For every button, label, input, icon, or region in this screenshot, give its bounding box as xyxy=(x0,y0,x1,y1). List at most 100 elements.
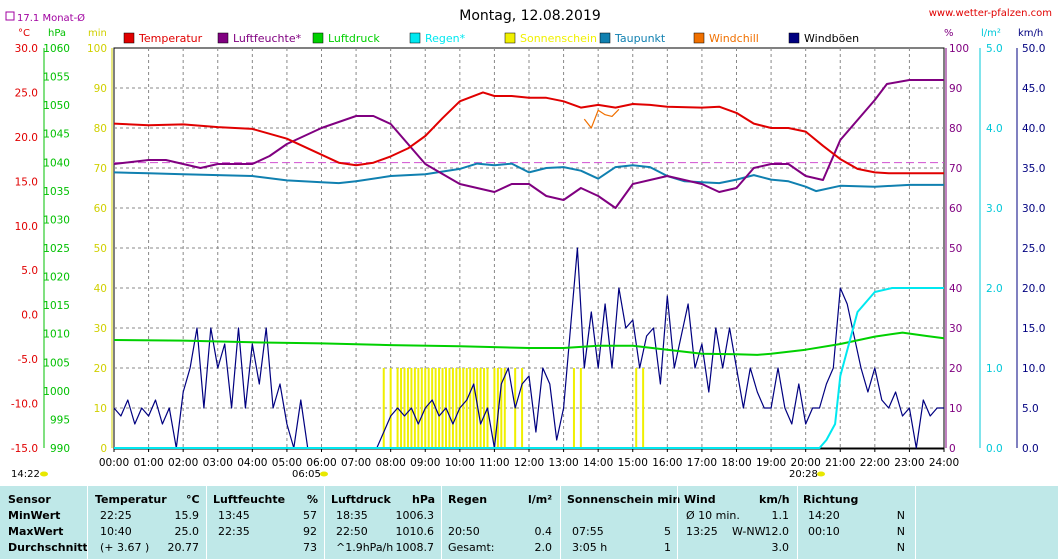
legend-swatch xyxy=(123,32,135,44)
temp-tick-label: -10.0 xyxy=(11,399,38,411)
rain-tick-label: 0.0 xyxy=(986,443,1003,455)
row-label-avg: Durchschnitt xyxy=(8,541,88,554)
table-cell: 5 xyxy=(664,525,671,538)
table-cell: 10:40 xyxy=(100,525,132,538)
site-url[interactable]: www.wetter-pfalzen.com xyxy=(929,8,1052,19)
legend-label: Luftdruck xyxy=(328,32,380,45)
table-cell: 00:10 xyxy=(808,525,840,538)
minutes-tick-label: 0 xyxy=(100,443,107,455)
table-cell: Gesamt: xyxy=(448,541,495,554)
percent-tick-label: 20 xyxy=(949,363,962,375)
pressure-tick-label: 1040 xyxy=(43,157,70,169)
table-cell: 14:20 xyxy=(808,509,840,522)
header-humidity-unit: % xyxy=(307,493,319,506)
series-layer xyxy=(113,79,945,449)
legend-swatch xyxy=(217,32,229,44)
table-cell: N xyxy=(896,509,905,522)
rain-tick-label: 4.0 xyxy=(986,123,1003,135)
pressure-tick-label: 1060 xyxy=(43,43,70,55)
header-pressure: Luftdruck xyxy=(331,493,391,506)
time-tick-label: 15:00 xyxy=(618,457,648,469)
legend-swatch xyxy=(504,32,516,44)
temp-tick-label: -15.0 xyxy=(11,443,38,455)
table-cell: 0.4 xyxy=(534,525,553,538)
minutes-unit: min xyxy=(88,28,107,39)
series-line-windben xyxy=(113,247,944,449)
minutes-tick-label: 50 xyxy=(94,243,107,255)
table-cell: N xyxy=(896,541,905,554)
minutes-tick-label: 70 xyxy=(94,163,107,175)
header-rain-unit: l/m² xyxy=(528,493,553,506)
minutes-tick-label: 100 xyxy=(87,43,107,55)
legend-label: Sonnenschein xyxy=(520,32,597,45)
series-line-regen xyxy=(114,287,944,449)
legend-label: Taupunkt xyxy=(614,32,666,45)
table-divider xyxy=(797,486,798,559)
percent-tick-label: 50 xyxy=(949,243,962,255)
time-tick-label: 00:00 xyxy=(99,457,129,469)
legend-label: Luftfeuchte* xyxy=(233,32,302,45)
pressure-tick-label: 995 xyxy=(50,414,70,426)
sunrise-time: 06:05 xyxy=(292,469,321,480)
table-cell: 3:05 h xyxy=(572,541,608,554)
sunrise-icon xyxy=(320,471,328,477)
legend-label: Regen* xyxy=(425,32,466,45)
wind-tick-label: 45.0 xyxy=(1022,83,1045,95)
series-line-luftdruck xyxy=(113,331,945,356)
wind-tick-label: 15.0 xyxy=(1022,323,1045,335)
weather-chart: 30.0 25.0 20.0 15.0 10.0 5.0 0.0 -5.0 -10.0 -15.0… xyxy=(5,8,1052,480)
pressure-tick-label: 1000 xyxy=(43,386,70,398)
pressure-tick-label: 1025 xyxy=(43,243,70,255)
minutes-tick-label: 40 xyxy=(94,283,107,295)
pressure-tick-label: 1005 xyxy=(43,357,70,369)
table-cell: 1006.3 xyxy=(395,509,435,522)
table-cell: 20:50 xyxy=(448,525,480,538)
minutes-tick-label: 20 xyxy=(94,363,107,375)
legend-label: Windböen xyxy=(804,32,859,45)
temp-tick-label: 5.0 xyxy=(21,265,38,277)
rain-tick-label: 1.0 xyxy=(986,363,1003,375)
pressure-tick-label: 1010 xyxy=(43,329,70,341)
table-divider xyxy=(560,486,561,559)
current-time: 14:22 xyxy=(11,469,40,480)
legend-swatch xyxy=(599,32,611,44)
temp-tick-label: -5.0 xyxy=(18,354,39,366)
time-tick-label: 22:00 xyxy=(860,457,890,469)
legend-swatch xyxy=(693,32,705,44)
pressure-tick-label: 990 xyxy=(50,443,70,455)
temp-tick-label: 0.0 xyxy=(21,310,38,322)
table-cell: 13:25 xyxy=(686,525,718,538)
table-cell: 1008.7 xyxy=(395,541,435,554)
header-humidity: Luftfeuchte xyxy=(213,493,286,506)
rain-tick-label: 3.0 xyxy=(986,203,1003,215)
temp-tick-label: 30.0 xyxy=(15,43,38,55)
wind-tick-label: 10.0 xyxy=(1022,363,1045,375)
table-cell: 1010.6 xyxy=(395,525,435,538)
percent-tick-label: 100 xyxy=(949,43,969,55)
percent-tick-label: 40 xyxy=(949,283,962,295)
percent-tick-label: 30 xyxy=(949,323,962,335)
table-divider xyxy=(677,486,678,559)
series-line-windchill xyxy=(583,108,620,129)
series-line-taupunkt xyxy=(113,162,944,193)
header-wind: Wind xyxy=(684,493,716,506)
time-tick-label: 05:00 xyxy=(272,457,302,469)
axes: 30.0 25.0 20.0 15.0 10.0 5.0 0.0 -5.0 -10.0 -15.0… xyxy=(11,28,1046,469)
time-tick-label: 03:00 xyxy=(203,457,233,469)
header-temp-unit: °C xyxy=(186,493,200,506)
time-tick-label: 06:00 xyxy=(306,457,336,469)
wind-unit: km/h xyxy=(1018,28,1043,39)
wind-tick-label: 25.0 xyxy=(1022,243,1045,255)
time-tick-label: 10:00 xyxy=(445,457,475,469)
rain-unit: l/m² xyxy=(981,28,1001,39)
time-tick-label: 11:00 xyxy=(479,457,509,469)
pressure-tick-label: 1035 xyxy=(43,186,70,198)
temp-tick-label: 10.0 xyxy=(15,221,38,233)
series-line-temperatur xyxy=(113,91,944,175)
wind-tick-label: 0.0 xyxy=(1022,443,1039,455)
temp-tick-label: 15.0 xyxy=(15,176,38,188)
table-cell: 57 xyxy=(303,509,317,522)
table-cell: Ø 10 min. xyxy=(686,509,740,522)
table-cell: 22:50 xyxy=(336,525,368,538)
table-divider xyxy=(206,486,207,559)
